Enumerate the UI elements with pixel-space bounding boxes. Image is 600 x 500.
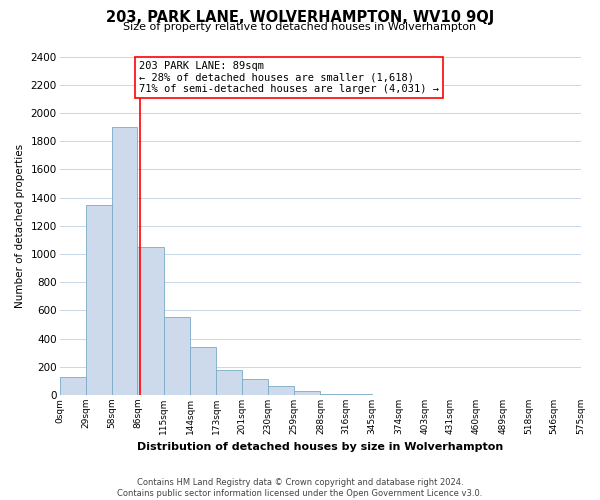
Text: 203, PARK LANE, WOLVERHAMPTON, WV10 9QJ: 203, PARK LANE, WOLVERHAMPTON, WV10 9QJ: [106, 10, 494, 25]
Bar: [164, 318, 190, 395]
Bar: [217, 370, 242, 395]
Text: 203 PARK LANE: 89sqm
← 28% of detached houses are smaller (1,618)
71% of semi-de: 203 PARK LANE: 89sqm ← 28% of detached h…: [139, 60, 439, 94]
Text: Size of property relative to detached houses in Wolverhampton: Size of property relative to detached ho…: [124, 22, 476, 32]
Bar: [320, 394, 346, 395]
Bar: [346, 394, 372, 395]
Y-axis label: Number of detached properties: Number of detached properties: [15, 144, 25, 308]
Text: Contains HM Land Registry data © Crown copyright and database right 2024.
Contai: Contains HM Land Registry data © Crown c…: [118, 478, 482, 498]
Bar: [190, 347, 217, 395]
Bar: [294, 391, 320, 395]
Bar: [86, 204, 112, 395]
Bar: [268, 386, 294, 395]
Bar: [242, 379, 268, 395]
Bar: [112, 127, 137, 395]
Bar: [137, 247, 164, 395]
Bar: [59, 376, 86, 395]
X-axis label: Distribution of detached houses by size in Wolverhampton: Distribution of detached houses by size …: [137, 442, 503, 452]
